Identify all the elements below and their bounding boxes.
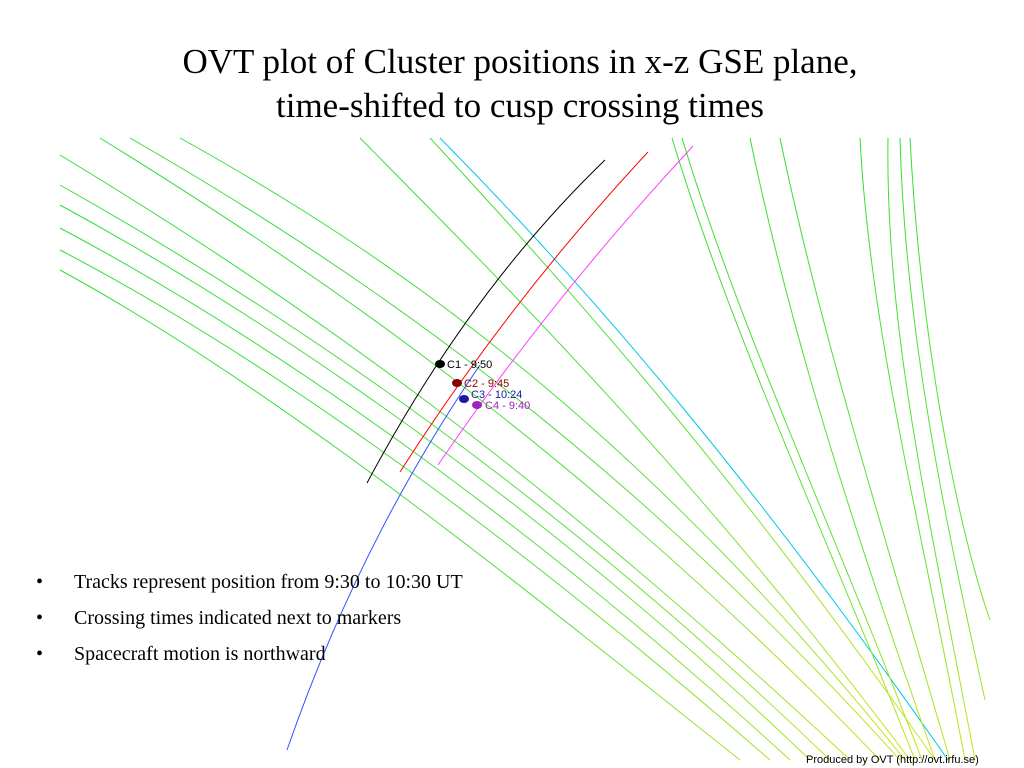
marker-c1: C1 - 9:50: [435, 359, 492, 371]
spacecraft-markers: C1 - 9:50 C2 - 9:45 C3 - 10:24 C4 - 9:40: [435, 359, 530, 412]
marker-c4-label: C4 - 9:40: [485, 400, 530, 412]
bullet-dot: •: [36, 607, 44, 629]
page-title-line-2: time-shifted to cusp crossing times: [276, 86, 764, 125]
bullet-text: Spacecraft motion is northward: [74, 643, 326, 665]
marker-c3-dot: [459, 395, 469, 403]
bullet-dot: •: [36, 643, 44, 665]
field-line: [859, 137, 966, 761]
bullet-item: • Tracks represent position from 9:30 to…: [36, 564, 463, 600]
field-line: [899, 137, 986, 701]
page-title: OVT plot of Cluster positions in x-z GSE…: [0, 40, 1024, 128]
field-line: [99, 137, 881, 761]
marker-c1-label: C1 - 9:50: [447, 359, 492, 371]
track-c2: [399, 151, 649, 473]
field-line: [59, 184, 831, 761]
field-line: [681, 137, 923, 761]
field-line: [909, 137, 991, 621]
bullet-item: • Crossing times indicated next to marke…: [36, 600, 463, 636]
bullet-list: • Tracks represent position from 9:30 to…: [36, 564, 463, 672]
track-c1: [366, 159, 606, 484]
ovt-credit: Produced by OVT (http://ovt.irfu.se): [806, 754, 979, 766]
bullet-text: Crossing times indicated next to markers: [74, 607, 402, 629]
field-line: [59, 227, 791, 761]
marker-c2-dot: [452, 379, 462, 387]
field-line: [887, 137, 976, 761]
marker-c4-dot: [472, 401, 482, 409]
marker-c3: C3 - 10:24: [459, 389, 522, 403]
marker-c2: C2 - 9:45: [452, 378, 509, 390]
field-line: [779, 137, 951, 761]
marker-c3-label: C3 - 10:24: [471, 389, 522, 401]
field-line: [59, 249, 771, 761]
bullet-item: • Spacecraft motion is northward: [36, 636, 463, 672]
field-line: [359, 137, 911, 761]
track-c4: [437, 145, 694, 466]
field-line: [59, 154, 851, 761]
page-title-line-1: OVT plot of Cluster positions in x-z GSE…: [182, 42, 858, 81]
field-line: [429, 137, 936, 761]
track-c3: [286, 364, 481, 751]
spacecraft-tracks: [286, 145, 694, 751]
marker-c1-dot: [435, 360, 445, 368]
field-line: [749, 137, 936, 761]
marker-c2-label: C2 - 9:45: [464, 378, 509, 390]
field-line: [439, 137, 949, 761]
marker-c4: C4 - 9:40: [472, 400, 530, 412]
field-line: [59, 269, 741, 761]
field-line: [59, 204, 811, 761]
field-line: [179, 137, 906, 761]
bullet-text: Tracks represent position from 9:30 to 1…: [74, 571, 463, 593]
field-line: [671, 137, 916, 761]
bullet-dot: •: [36, 571, 44, 593]
